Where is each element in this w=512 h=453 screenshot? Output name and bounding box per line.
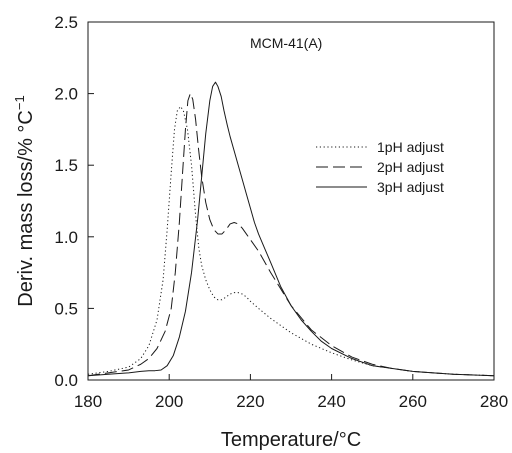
plot-frame <box>87 21 495 381</box>
series-line-1 <box>87 105 495 377</box>
legend-label-1: 1pH adjust <box>377 139 444 155</box>
x-tick-label: 220 <box>236 392 264 411</box>
series-line-3 <box>87 81 495 377</box>
series-layer <box>87 81 495 377</box>
legend: 1pH adjust 2pH adjust 3pH adjust <box>316 139 444 195</box>
x-tick-label: 280 <box>480 392 508 411</box>
x-tick-label: 260 <box>399 392 427 411</box>
legend-label-2: 2pH adjust <box>377 159 444 175</box>
x-tick-label: 180 <box>74 392 102 411</box>
y-axis-title: Deriv. mass loss/% °C−1 <box>12 95 37 306</box>
x-tick-label: 240 <box>317 392 345 411</box>
x-tick-label: 200 <box>155 392 183 411</box>
y-axis-title-main: Deriv. mass loss/% °C <box>15 110 37 307</box>
series-line-2 <box>87 93 495 377</box>
y-tick-label: 1.5 <box>54 156 78 175</box>
chart-annotation: MCM-41(A) <box>250 35 322 51</box>
x-axis-title: Temperature/°C <box>221 429 361 451</box>
y-tick-label: 2.5 <box>54 13 78 32</box>
y-tick-label: 0.0 <box>54 371 78 390</box>
axis-ticks: 180 200 220 240 260 280 0.0 0.5 1.0 1.5 2.0 2.5 <box>54 13 508 411</box>
legend-label-3: 3pH adjust <box>377 179 444 195</box>
y-tick-label: 2.0 <box>54 85 78 104</box>
y-tick-label: 1.0 <box>54 228 78 247</box>
y-axis-title-superscript: −1 <box>12 95 27 110</box>
y-tick-label: 0.5 <box>54 299 78 318</box>
